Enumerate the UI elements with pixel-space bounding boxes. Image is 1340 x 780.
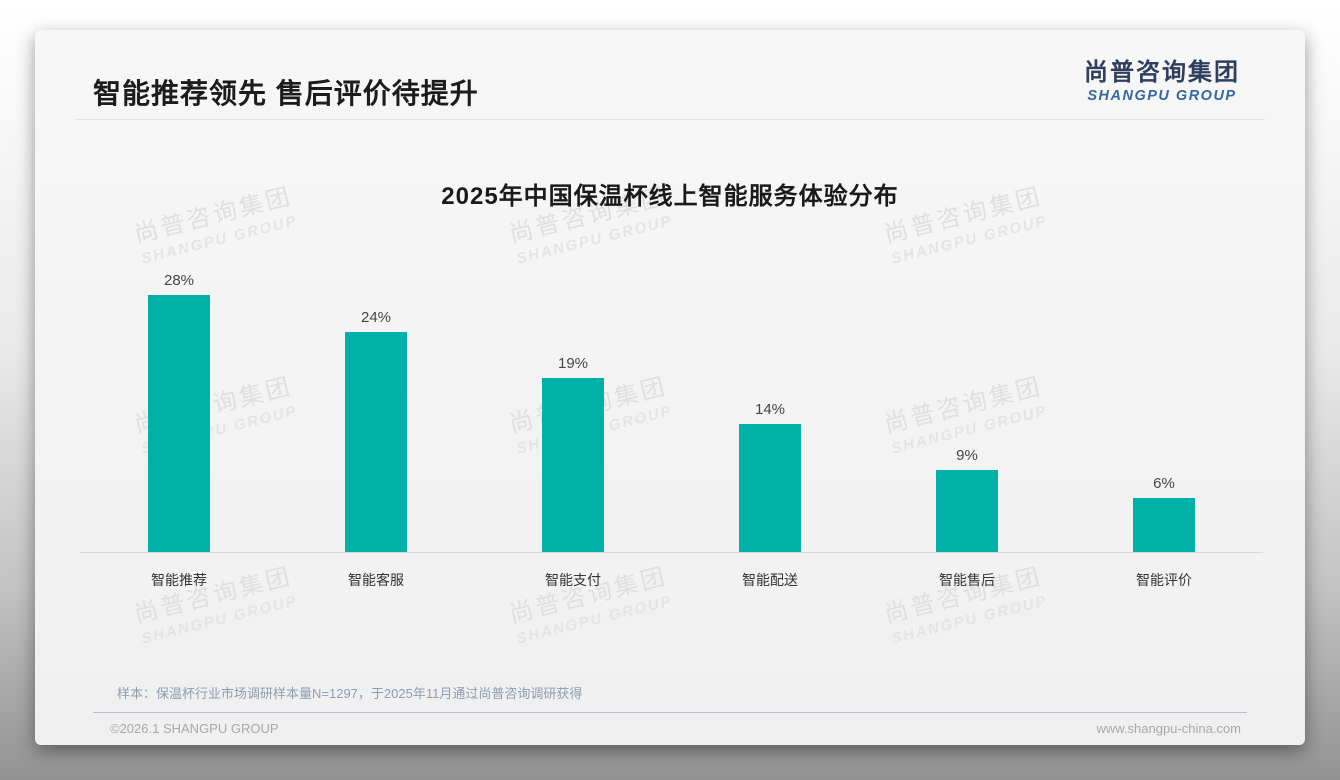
bar	[148, 295, 210, 553]
bar	[739, 424, 801, 553]
bar-category-label: 智能客服	[348, 572, 404, 588]
bar	[1133, 498, 1195, 553]
slide-card: 尚普咨询集团 SHANGPU GROUP 尚普咨询集团 SHANGPU GROUP 尚普…	[35, 30, 1305, 745]
footer-divider	[93, 712, 1247, 713]
x-axis-line	[80, 552, 1263, 553]
bar-category-label: 智能配送	[742, 572, 798, 588]
bar-value-label: 19%	[557, 355, 589, 372]
bar-category-label: 智能支付	[545, 572, 601, 588]
bar-category-label: 智能售后	[939, 572, 995, 588]
bar	[542, 378, 604, 553]
bar-category-label: 智能推荐	[151, 572, 207, 588]
website-url: www.shangpu-china.com	[1096, 721, 1241, 736]
bar-value-label: 14%	[754, 401, 786, 418]
copyright-text: ©2026.1 SHANGPU GROUP	[110, 721, 279, 736]
bar	[936, 470, 998, 553]
chart-title: 2025年中国保温杯线上智能服务体验分布	[441, 183, 899, 210]
bar-value-label: 28%	[163, 272, 195, 289]
bar-value-label: 24%	[360, 309, 392, 326]
bar	[345, 332, 407, 553]
bar-value-label: 9%	[956, 447, 978, 464]
bar-value-label: 6%	[1153, 475, 1175, 492]
sample-footnote: 样本：保温杯行业市场调研样本量N=1297，于2025年11月通过尚普咨询调研获…	[117, 686, 583, 701]
bar-chart: 2025年中国保温杯线上智能服务体验分布 28% 智能推荐 24% 智能客服 19% 智能…	[35, 30, 1305, 745]
bar-category-label: 智能评价	[1136, 572, 1192, 588]
